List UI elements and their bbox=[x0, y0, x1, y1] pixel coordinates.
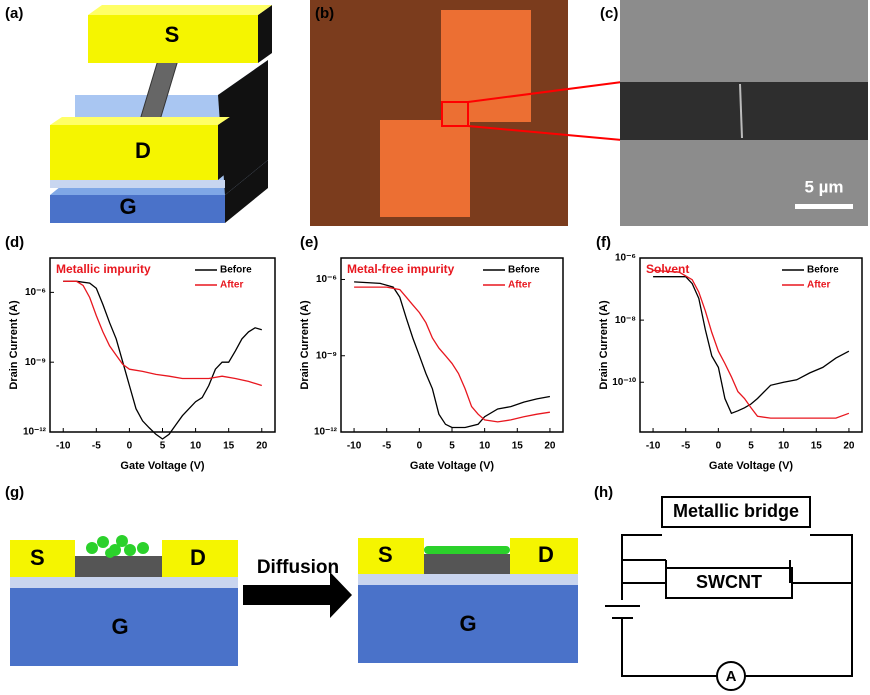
gate-label: G bbox=[119, 194, 136, 219]
y-tick-label: 10⁻⁶ bbox=[25, 287, 46, 298]
data-line bbox=[354, 281, 551, 429]
electrode bbox=[441, 10, 531, 122]
y-axis-label: Drain Current (A) bbox=[598, 300, 610, 390]
panel-label: (e) bbox=[300, 234, 318, 251]
x-tick-label: 5 bbox=[748, 441, 754, 452]
nanotube bbox=[739, 83, 743, 139]
arrow bbox=[243, 572, 352, 618]
x-tick-label: -10 bbox=[56, 441, 71, 452]
device-before bbox=[10, 535, 238, 666]
meter-label: A bbox=[726, 668, 737, 685]
y-tick-label: 10⁻⁶ bbox=[316, 274, 337, 285]
x-tick-label: -5 bbox=[92, 441, 101, 452]
x-tick-label: 0 bbox=[716, 441, 722, 452]
y-axis-label: Drain Current (A) bbox=[299, 300, 311, 390]
panel-label: (c) bbox=[600, 5, 618, 22]
annotation: Metallic impurity bbox=[56, 262, 151, 276]
x-tick-label: 10 bbox=[190, 441, 202, 452]
data-line bbox=[63, 280, 262, 440]
circuit bbox=[605, 496, 853, 691]
panel-label: (a) bbox=[5, 5, 23, 22]
x-tick-label: 15 bbox=[223, 441, 235, 452]
panel-label: (d) bbox=[5, 234, 24, 251]
x-axis-label: Gate Voltage (V) bbox=[709, 460, 793, 472]
data-line bbox=[63, 280, 262, 387]
y-tick-label: 10⁻¹² bbox=[23, 427, 47, 438]
x-axis-label: Gate Voltage (V) bbox=[410, 460, 494, 472]
annotation: Metal-free impurity bbox=[347, 262, 455, 276]
drain-label: D bbox=[538, 542, 554, 567]
y-axis-label: Drain Current (A) bbox=[8, 300, 20, 390]
legend-label: After bbox=[220, 280, 243, 291]
panel-label: (g) bbox=[5, 484, 24, 501]
x-tick-label: 0 bbox=[417, 441, 423, 452]
x-tick-label: 0 bbox=[127, 441, 133, 452]
legend-label: Before bbox=[508, 265, 540, 276]
x-tick-label: 10 bbox=[778, 441, 790, 452]
panel-label: (h) bbox=[594, 484, 613, 501]
x-tick-label: 10 bbox=[479, 441, 491, 452]
device-3d bbox=[50, 5, 272, 223]
data-line bbox=[653, 276, 850, 415]
panel-label: (f) bbox=[596, 234, 611, 251]
x-tick-label: -5 bbox=[382, 441, 391, 452]
x-tick-label: 20 bbox=[544, 441, 556, 452]
device-after bbox=[358, 538, 578, 663]
x-axis-label: Gate Voltage (V) bbox=[120, 460, 204, 472]
source-label: S bbox=[165, 22, 180, 47]
x-tick-label: 15 bbox=[512, 441, 524, 452]
scale-bar bbox=[795, 204, 853, 209]
scale-label: 5 µm bbox=[804, 177, 843, 196]
legend-label: After bbox=[508, 280, 531, 291]
drain-label: D bbox=[190, 545, 206, 570]
legend-label: Before bbox=[220, 265, 252, 276]
x-tick-label: -10 bbox=[347, 441, 362, 452]
x-tick-label: 5 bbox=[449, 441, 455, 452]
source-label: S bbox=[30, 545, 45, 570]
x-tick-label: -10 bbox=[646, 441, 661, 452]
x-tick-label: 5 bbox=[160, 441, 166, 452]
y-tick-label: 10⁻⁹ bbox=[316, 350, 337, 361]
gate-label: G bbox=[111, 614, 128, 639]
legend-label: After bbox=[807, 280, 830, 291]
y-tick-label: 10⁻⁶ bbox=[615, 253, 636, 264]
charts: -10 -5 0 5 10 15 20 10⁻⁶ 10⁻⁹ 10⁻¹² Gate Voltage (… bbox=[8, 253, 863, 472]
zoom-line bbox=[467, 81, 623, 103]
bridge-label: Metallic bridge bbox=[673, 501, 799, 521]
panel-label: (b) bbox=[315, 5, 334, 22]
x-tick-label: 20 bbox=[256, 441, 268, 452]
arrow-label: Diffusion bbox=[257, 557, 339, 578]
y-tick-label: 10⁻¹² bbox=[314, 427, 338, 438]
tube-label: SWCNT bbox=[696, 572, 762, 592]
y-tick-label: 10⁻⁸ bbox=[615, 315, 636, 326]
y-tick-label: 10⁻¹⁰ bbox=[612, 377, 636, 388]
zoom-line bbox=[467, 125, 623, 141]
data-line bbox=[653, 269, 850, 419]
electrode bbox=[380, 120, 470, 217]
trench bbox=[620, 82, 868, 140]
x-tick-label: 20 bbox=[843, 441, 855, 452]
y-tick-label: 10⁻⁹ bbox=[25, 357, 46, 368]
x-tick-label: 15 bbox=[811, 441, 823, 452]
zoom-box bbox=[441, 101, 469, 127]
gate-label: G bbox=[459, 611, 476, 636]
legend-label: Before bbox=[807, 265, 839, 276]
source-label: S bbox=[378, 542, 393, 567]
drain-label: D bbox=[135, 138, 151, 163]
data-line bbox=[354, 286, 550, 423]
x-tick-label: -5 bbox=[681, 441, 690, 452]
